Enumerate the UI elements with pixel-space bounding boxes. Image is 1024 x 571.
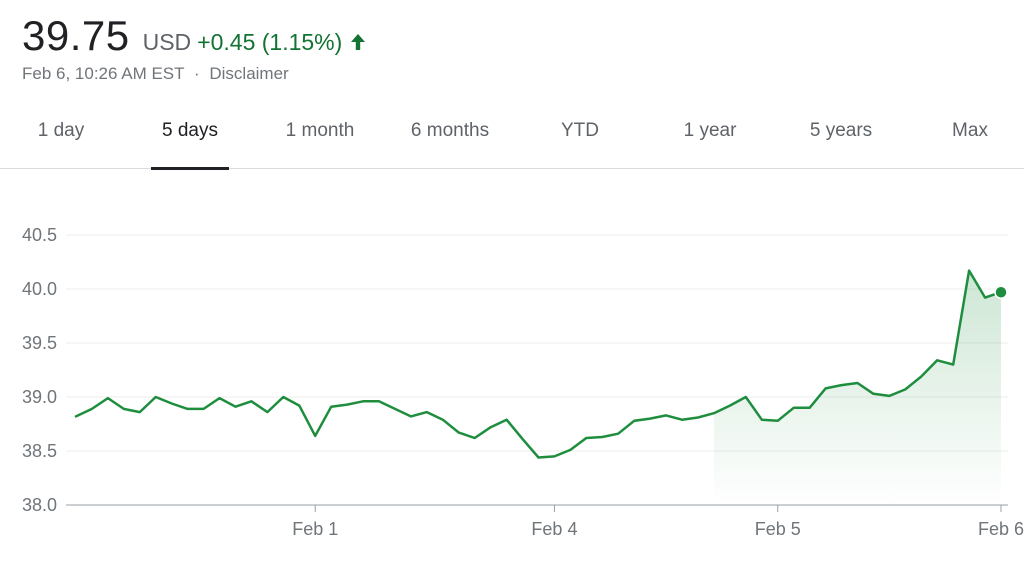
data-point [952, 363, 954, 365]
area-fill [713, 270, 1001, 505]
data-point [250, 400, 252, 402]
current-price: 39.75 [22, 12, 130, 59]
data-point [139, 411, 141, 413]
data-point [234, 406, 236, 408]
x-axis-ticks: Feb 1 Feb 4 Feb 5 Feb 6 [292, 505, 1024, 539]
tab-5-days[interactable]: 5 days [151, 100, 229, 170]
data-point [761, 418, 763, 420]
quote-timestamp: Feb 6, 10:26 AM EST [22, 64, 185, 83]
data-point [729, 404, 731, 406]
data-point [872, 393, 874, 395]
data-point [410, 415, 412, 417]
data-point [91, 408, 93, 410]
y-axis-labels: 38.0 38.5 39.0 39.5 40.0 40.5 [22, 225, 57, 515]
data-point [569, 449, 571, 451]
data-point [808, 407, 810, 409]
data-point [968, 269, 970, 271]
tab-1-year[interactable]: 1 year [683, 120, 737, 141]
price-chart: 38.0 38.5 39.0 39.5 40.0 40.5 Feb 1 Feb 4 Feb 5… [22, 225, 1024, 539]
data-point [681, 418, 683, 420]
data-point [123, 408, 125, 410]
y-tick-label: 38.0 [22, 495, 57, 515]
tab-1-month[interactable]: 1 month [285, 120, 355, 141]
data-point [633, 420, 635, 422]
x-tick-label: Feb 1 [292, 519, 338, 539]
arrow-up-icon [348, 32, 368, 52]
data-point [840, 384, 842, 386]
data-point [601, 436, 603, 438]
tab-max[interactable]: Max [952, 120, 988, 141]
data-point [489, 426, 491, 428]
data-point [442, 418, 444, 420]
data-point [202, 408, 204, 410]
data-point [75, 415, 77, 417]
current-price-marker[interactable] [994, 285, 1008, 299]
data-point [713, 412, 715, 414]
price-change: +0.45 (1.15%) [197, 29, 343, 55]
y-tick-label: 38.5 [22, 441, 57, 461]
data-point [824, 387, 826, 389]
data-point [856, 382, 858, 384]
chart-points [75, 269, 1008, 458]
disclaimer-link[interactable]: Disclaimer [209, 64, 289, 83]
data-point [792, 407, 794, 409]
data-point [617, 433, 619, 435]
tab-5-years[interactable]: 5 years [809, 120, 873, 141]
data-point [330, 406, 332, 408]
data-point [474, 437, 476, 439]
data-point [665, 414, 667, 416]
data-point [777, 420, 779, 422]
data-point [107, 397, 109, 399]
tab-ytd[interactable]: YTD [561, 120, 599, 141]
data-point [458, 431, 460, 433]
x-tick-label: Feb 4 [531, 519, 577, 539]
data-point [314, 435, 316, 437]
y-tick-label: 39.5 [22, 333, 57, 353]
data-point [936, 359, 938, 361]
data-point [904, 388, 906, 390]
data-point [537, 456, 539, 458]
separator-dot: · [193, 64, 200, 83]
data-point [585, 437, 587, 439]
y-tick-label: 40.5 [22, 225, 57, 245]
quote-header: 39.75 USD +0.45 (1.15%) [22, 12, 368, 62]
tab-1-day[interactable]: 1 day [37, 120, 85, 141]
chart-area [713, 270, 1001, 505]
data-point [266, 411, 268, 413]
data-point [505, 418, 507, 420]
data-point [378, 400, 380, 402]
data-point [553, 455, 555, 457]
data-point [186, 408, 188, 410]
data-point [745, 396, 747, 398]
x-tick-label: Feb 6 [978, 519, 1024, 539]
data-point [394, 408, 396, 410]
data-point [155, 396, 157, 398]
y-tick-label: 40.0 [22, 279, 57, 299]
data-point [426, 411, 428, 413]
data-point [298, 404, 300, 406]
data-point [888, 395, 890, 397]
data-point [920, 375, 922, 377]
data-point [282, 396, 284, 398]
data-point [697, 416, 699, 418]
data-point [346, 403, 348, 405]
data-point [362, 400, 364, 402]
price-line [74, 269, 1003, 459]
data-point [984, 296, 986, 298]
quote-subline: Feb 6, 10:26 AM EST · Disclaimer [22, 64, 289, 84]
chart-line [74, 269, 1003, 459]
y-tick-label: 39.0 [22, 387, 57, 407]
tab-6-months[interactable]: 6 months [410, 120, 490, 141]
data-point [649, 417, 651, 419]
x-tick-label: Feb 5 [755, 519, 801, 539]
currency-code: USD [142, 29, 192, 55]
data-point [218, 397, 220, 399]
data-point [170, 402, 172, 404]
range-tabs: 1 day 5 days 1 month 6 months YTD 1 year… [0, 100, 1024, 170]
data-point [521, 438, 523, 440]
